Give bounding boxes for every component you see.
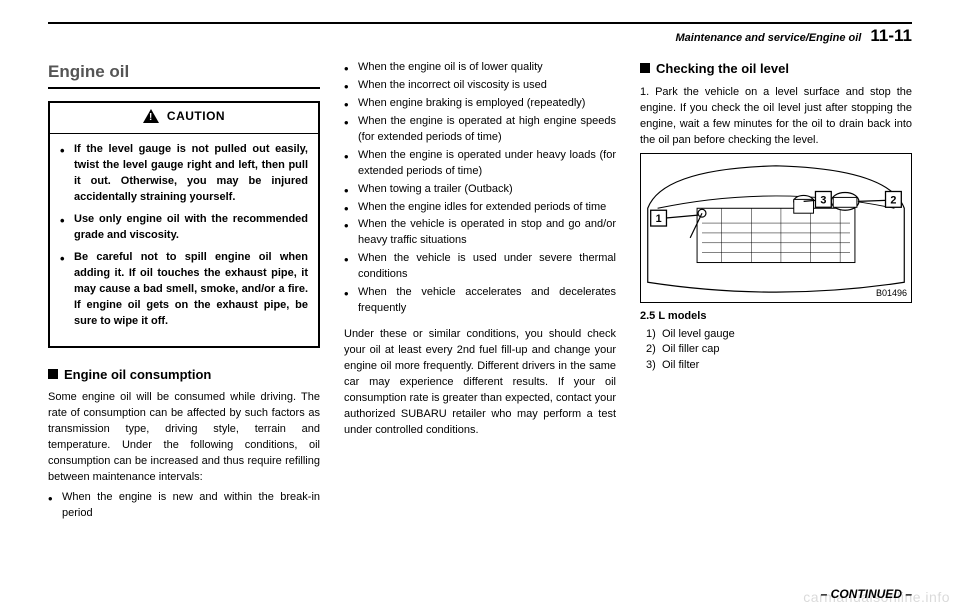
body-text: Under these or similar conditions, you s… xyxy=(344,327,616,439)
square-bullet-icon xyxy=(640,63,650,73)
warning-icon xyxy=(143,109,159,123)
list-item: When the vehicle accelerates and deceler… xyxy=(344,285,616,317)
list-item: When the engine is operated at high engi… xyxy=(344,114,616,146)
caution-item: Be careful not to spill engine oil when … xyxy=(60,250,308,330)
list-item: When towing a trailer (Outback) xyxy=(344,182,616,198)
engine-svg: 1 3 2 xyxy=(641,154,911,302)
caution-label: CAUTION xyxy=(167,108,225,125)
square-bullet-icon xyxy=(48,369,58,379)
subsection-title: Checking the oil level xyxy=(640,60,912,79)
body-text: 1. Park the vehicle on a level surface a… xyxy=(640,85,912,149)
figure-legend: 1)Oil level gauge 2)Oil filler cap 3)Oil… xyxy=(640,327,912,375)
caution-item: If the level gauge is not pulled out eas… xyxy=(60,142,308,206)
subsection-title: Engine oil consumption xyxy=(48,366,320,385)
list-item: When the engine is operated under heavy … xyxy=(344,148,616,180)
caution-box: CAUTION If the level gauge is not pulled… xyxy=(48,101,320,348)
svg-text:3: 3 xyxy=(820,194,826,206)
caution-item: Use only engine oil with the recommended… xyxy=(60,212,308,244)
list-item: When engine braking is employed (repeate… xyxy=(344,96,616,112)
list-item: When the incorrect oil viscosity is used xyxy=(344,78,616,94)
body-text: Some engine oil will be consumed while d… xyxy=(48,390,320,486)
page-number: 11-11 xyxy=(870,26,912,45)
list-item: When the engine oil is of lower quality xyxy=(344,60,616,76)
engine-diagram: 1 3 2 B01496 xyxy=(640,153,912,303)
watermark: carmanualsonline.info xyxy=(803,589,950,605)
figure-code: B01496 xyxy=(876,287,907,300)
svg-text:1: 1 xyxy=(656,213,662,225)
section-title: Engine oil xyxy=(48,60,320,85)
column-2: When the engine oil is of lower quality … xyxy=(344,60,616,524)
list-item: When the vehicle is used under severe th… xyxy=(344,251,616,283)
column-3: Checking the oil level 1. Park the vehic… xyxy=(640,60,912,524)
page-header: Maintenance and service/Engine oil 11-11 xyxy=(48,26,912,46)
list-item: When the vehicle is operated in stop and… xyxy=(344,217,616,249)
list-item: When the engine is new and within the br… xyxy=(48,490,320,522)
figure-caption: 2.5 L models xyxy=(640,309,912,325)
breadcrumb: Maintenance and service/Engine oil xyxy=(675,32,861,44)
svg-text:2: 2 xyxy=(890,194,896,206)
list-item: When the engine idles for extended perio… xyxy=(344,200,616,216)
column-1: Engine oil CAUTION If the level gauge is… xyxy=(48,60,320,524)
